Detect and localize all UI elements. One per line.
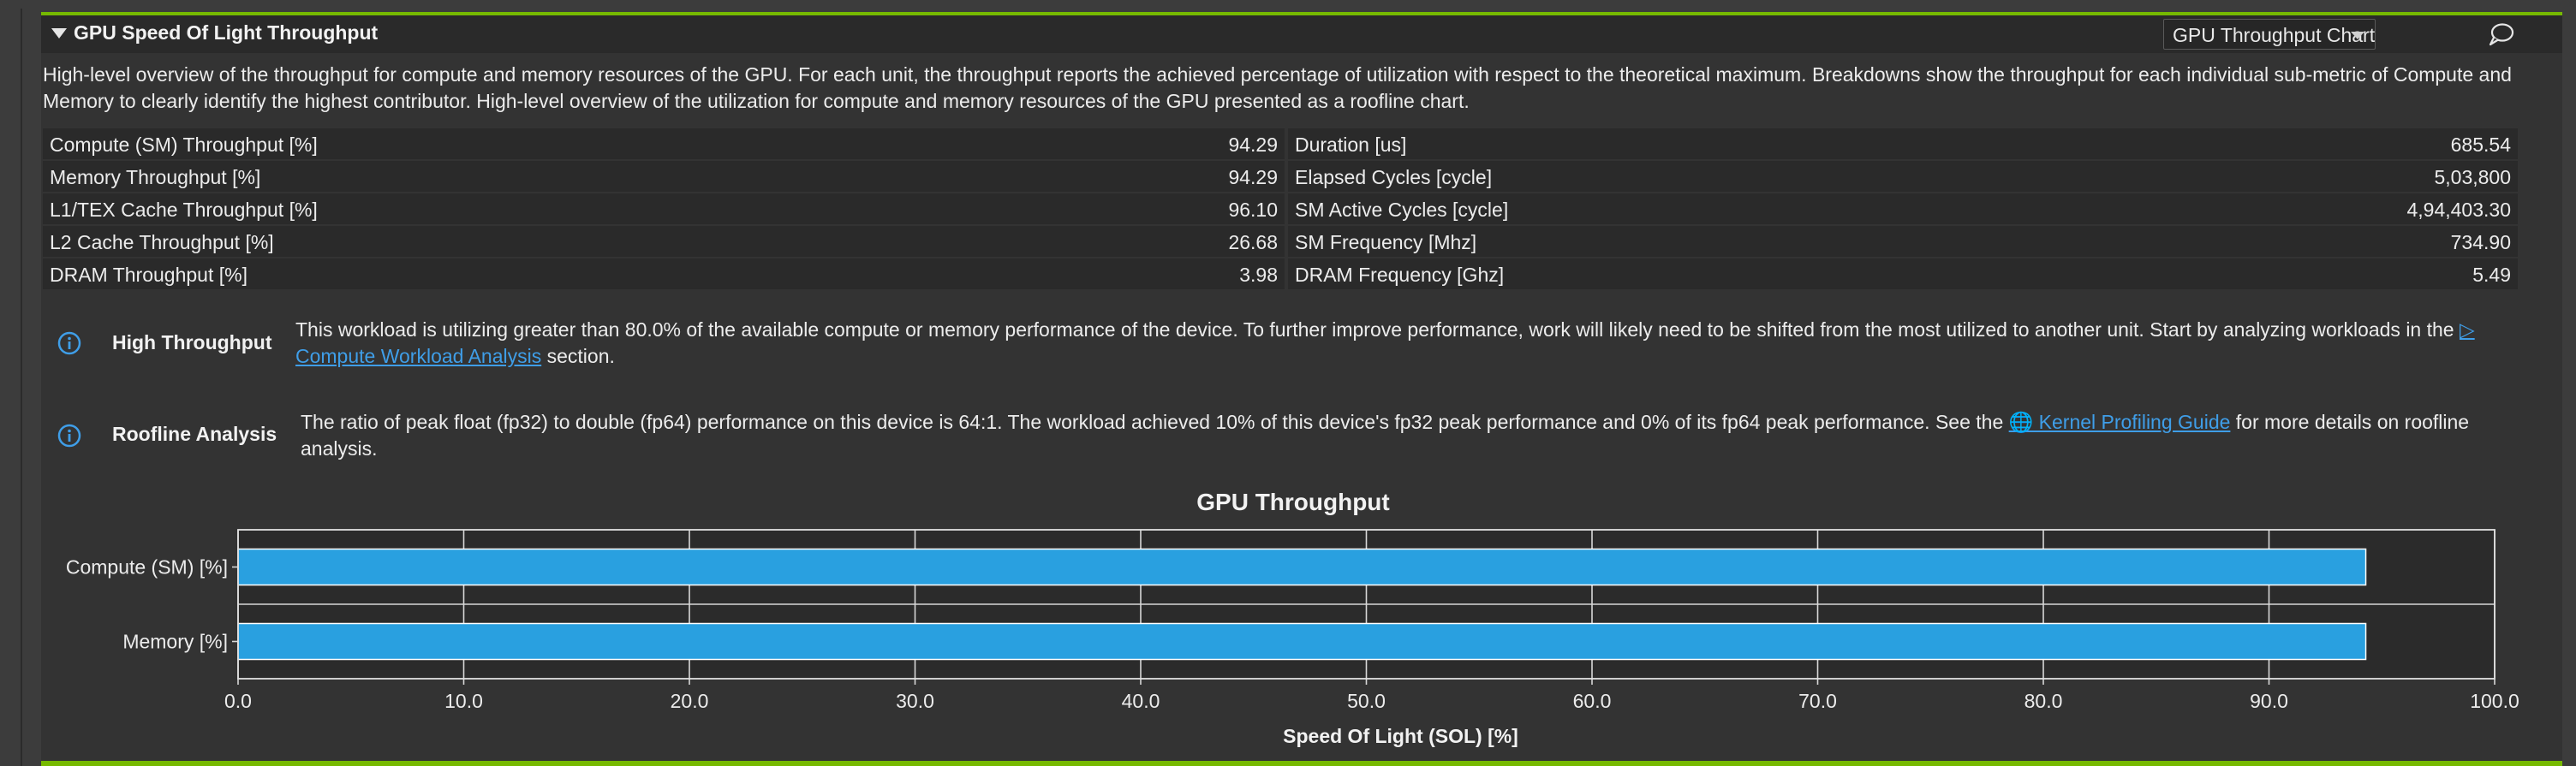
- metric-label: L1/TEX Cache Throughput [%]: [50, 199, 318, 221]
- metric-cell: Elapsed Cycles [cycle] 5,03,800: [1288, 161, 2518, 192]
- metric-value: 94.29: [1228, 166, 1278, 188]
- chart-title: GPU Throughput: [1196, 489, 1390, 515]
- metrics-row: DRAM Throughput [%] 3.98 DRAM Frequency …: [43, 258, 2518, 291]
- metric-label: SM Frequency [Mhz]: [1295, 231, 1477, 253]
- metric-label: DRAM Frequency [Ghz]: [1295, 264, 1505, 286]
- y-category-label: Compute (SM) [%]: [66, 556, 228, 579]
- metric-value: 3.98: [1239, 264, 1278, 286]
- metric-value: 94.29: [1228, 134, 1278, 156]
- metrics-row: L2 Cache Throughput [%] 26.68 SM Frequen…: [43, 226, 2518, 258]
- metric-cell: SM Frequency [Mhz] 734.90: [1288, 226, 2518, 257]
- metric-label: DRAM Throughput [%]: [50, 264, 247, 286]
- compute-workload-analysis-link[interactable]: ▷ Compute Workload Analysis: [295, 318, 2475, 367]
- x-tick-label: 20.0: [671, 690, 709, 712]
- metric-label: L2 Cache Throughput [%]: [50, 231, 274, 253]
- chart-type-select-value: GPU Throughput Chart: [2173, 24, 2376, 46]
- metrics-table: Compute (SM) Throughput [%] 94.29 Durati…: [43, 128, 2518, 291]
- section-description: High-level overview of the throughput fo…: [43, 63, 2512, 112]
- metric-value: 5.49: [2472, 264, 2511, 286]
- metric-cell: SM Active Cycles [cycle] 4,94,403.30: [1288, 193, 2518, 224]
- chevron-down-icon: [2351, 32, 2364, 39]
- x-tick-label: 70.0: [1798, 690, 1837, 712]
- metric-cell: L2 Cache Throughput [%] 26.68: [43, 226, 1285, 257]
- metric-value: 5,03,800: [2434, 166, 2511, 188]
- metric-label: Memory Throughput [%]: [50, 166, 261, 188]
- section-bottom-accent: [41, 761, 2562, 766]
- metric-value: 4,94,403.30: [2406, 199, 2511, 221]
- x-tick-label: 40.0: [1122, 690, 1160, 712]
- chart-type-select[interactable]: GPU Throughput Chart: [2163, 19, 2376, 50]
- x-tick-label: 0.0: [224, 690, 252, 712]
- x-tick-label: 30.0: [896, 690, 934, 712]
- recommendation-body: The ratio of peak float (fp32) to double…: [301, 411, 2009, 433]
- recommendation-body: This workload is utilizing greater than …: [295, 318, 2460, 341]
- metrics-row: Memory Throughput [%] 94.29 Elapsed Cycl…: [43, 161, 2518, 193]
- metric-value: 26.68: [1228, 231, 1278, 253]
- metric-cell: Duration [us] 685.54: [1288, 128, 2518, 159]
- metrics-row: Compute (SM) Throughput [%] 94.29 Durati…: [43, 128, 2518, 161]
- kernel-profiling-guide-link[interactable]: 🌐 Kernel Profiling Guide: [2008, 411, 2231, 433]
- recommendation-text: The ratio of peak float (fp32) to double…: [301, 409, 2493, 462]
- x-tick-label: 10.0: [444, 690, 483, 712]
- metric-label: SM Active Cycles [cycle]: [1295, 199, 1509, 221]
- metrics-row: L1/TEX Cache Throughput [%] 96.10 SM Act…: [43, 193, 2518, 226]
- metric-label: Compute (SM) Throughput [%]: [50, 134, 318, 156]
- metric-cell: L1/TEX Cache Throughput [%] 96.10: [43, 193, 1285, 224]
- comment-icon[interactable]: [2487, 21, 2516, 47]
- recommendation-body-end: section.: [541, 345, 615, 367]
- x-axis-label: Speed Of Light (SOL) [%]: [1283, 725, 1518, 747]
- y-category-label: Memory [%]: [122, 631, 228, 653]
- x-tick-label: 50.0: [1347, 690, 1386, 712]
- x-tick-label: 80.0: [2024, 690, 2063, 712]
- x-tick-label: 90.0: [2250, 690, 2288, 712]
- metric-cell: Compute (SM) Throughput [%] 94.29: [43, 128, 1285, 159]
- recommendation-body-end: for more details on roofline analysis.: [301, 411, 2470, 460]
- recommendation-title: Roofline Analysis: [112, 423, 277, 445]
- left-divider: [21, 9, 22, 766]
- metric-value: 734.90: [2450, 231, 2511, 253]
- section-title[interactable]: GPU Speed Of Light Throughput: [74, 21, 379, 44]
- section-header[interactable]: [41, 15, 2562, 53]
- recommendation-text: This workload is utilizing greater than …: [295, 317, 2479, 370]
- bar: [237, 548, 2367, 586]
- collapse-triangle-icon[interactable]: [51, 28, 67, 39]
- info-icon: [57, 331, 81, 355]
- metric-cell: DRAM Throughput [%] 3.98: [43, 258, 1285, 289]
- metric-cell: Memory Throughput [%] 94.29: [43, 161, 1285, 192]
- x-tick-label: 60.0: [1573, 690, 1612, 712]
- gpu-throughput-chart: 0.0 10.0 20.0 30.0 40.0 50.0 60.0 70.0 80.0 90.0 1…: [66, 529, 2519, 747]
- x-tick-label: 100.0: [2470, 690, 2519, 712]
- metric-cell: DRAM Frequency [Ghz] 5.49: [1288, 258, 2518, 289]
- recommendation-title: High Throughput: [112, 331, 272, 353]
- plot-frame: [237, 529, 2496, 680]
- metric-label: Duration [us]: [1295, 134, 1407, 156]
- metric-value: 685.54: [2450, 134, 2511, 156]
- metric-label: Elapsed Cycles [cycle]: [1295, 166, 1493, 188]
- info-icon: [57, 424, 81, 448]
- section-top-accent: [41, 12, 2562, 15]
- metric-value: 96.10: [1228, 199, 1278, 221]
- bar: [237, 622, 2367, 661]
